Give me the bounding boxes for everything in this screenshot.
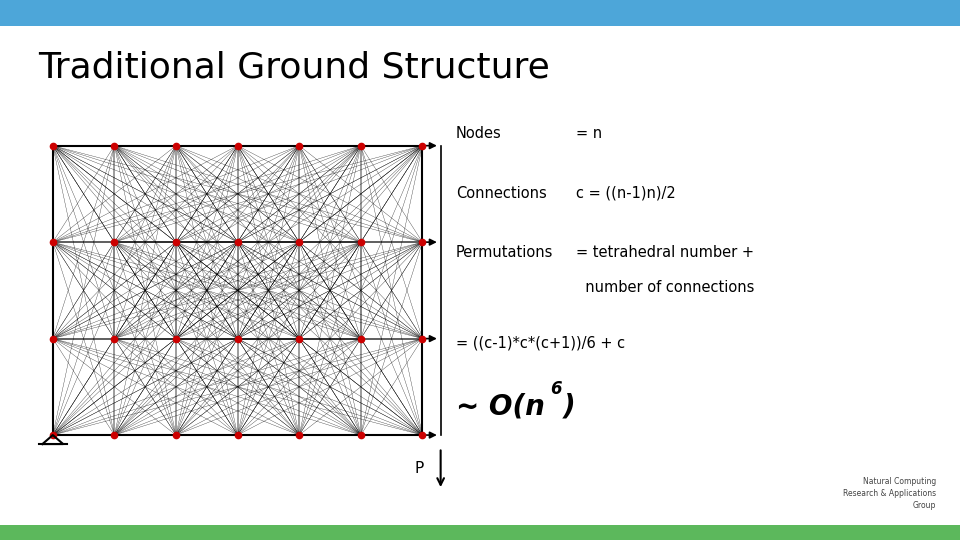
Text: Nodes: Nodes (456, 126, 502, 141)
Text: P: P (414, 461, 423, 476)
Text: ~ O(n: ~ O(n (456, 393, 545, 421)
Text: Connections: Connections (456, 186, 547, 200)
Text: = n: = n (576, 126, 602, 141)
Text: 6: 6 (550, 380, 562, 398)
Text: ): ) (563, 393, 575, 421)
Text: c = ((n-1)n)/2: c = ((n-1)n)/2 (576, 186, 676, 200)
Text: Permutations: Permutations (456, 246, 553, 260)
Text: = tetrahedral number +: = tetrahedral number + (576, 246, 754, 260)
Text: Traditional Ground Structure: Traditional Ground Structure (38, 51, 550, 85)
Text: number of connections: number of connections (576, 280, 755, 295)
Text: Natural Computing
Research & Applications
Group: Natural Computing Research & Application… (843, 477, 936, 510)
Text: = ((c-1)*c*(c+1))/6 + c: = ((c-1)*c*(c+1))/6 + c (456, 335, 625, 350)
